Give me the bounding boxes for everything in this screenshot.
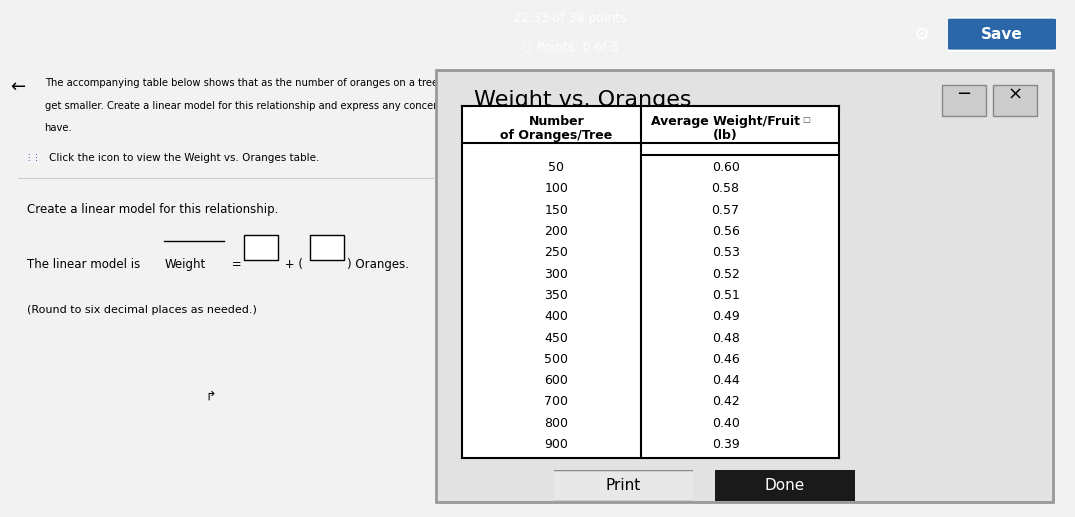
Text: have.: have. — [45, 124, 72, 133]
Text: Done: Done — [764, 478, 805, 494]
FancyBboxPatch shape — [543, 470, 704, 502]
Text: 300: 300 — [544, 268, 569, 281]
Text: ○ Points: 0 of 3: ○ Points: 0 of 3 — [521, 40, 618, 53]
Text: 600: 600 — [544, 374, 569, 387]
Text: Weight vs. Oranges: Weight vs. Oranges — [474, 89, 691, 110]
Text: ) Oranges.: ) Oranges. — [347, 257, 410, 271]
FancyBboxPatch shape — [704, 470, 865, 502]
Text: 0.40: 0.40 — [712, 417, 740, 430]
Text: ↱: ↱ — [205, 390, 216, 403]
Text: 400: 400 — [544, 310, 569, 323]
Text: 0.53: 0.53 — [712, 247, 740, 260]
Text: 200: 200 — [544, 225, 569, 238]
Text: 0.51: 0.51 — [712, 289, 740, 302]
FancyBboxPatch shape — [436, 70, 1052, 502]
Text: 0.44: 0.44 — [712, 374, 740, 387]
Text: 450: 450 — [544, 331, 569, 344]
Text: The linear model is: The linear model is — [27, 257, 144, 271]
Text: 0.46: 0.46 — [712, 353, 740, 366]
Text: (lb): (lb) — [713, 129, 739, 142]
Text: ←: ← — [11, 78, 26, 96]
Text: 800: 800 — [544, 417, 569, 430]
Text: Click the icon to view the Weight vs. Oranges table.: Click the icon to view the Weight vs. Or… — [49, 153, 319, 163]
Text: □: □ — [803, 115, 811, 124]
Text: ⚙: ⚙ — [914, 26, 930, 44]
Text: 0.42: 0.42 — [712, 396, 740, 408]
Text: of Oranges/Tree: of Oranges/Tree — [500, 129, 613, 142]
Text: (Round to six decimal places as needed.): (Round to six decimal places as needed.) — [27, 306, 257, 315]
Text: 22.33 of 38 points: 22.33 of 38 points — [513, 12, 627, 25]
Text: Print: Print — [606, 478, 641, 494]
Text: 700: 700 — [544, 396, 569, 408]
Text: 900: 900 — [544, 438, 569, 451]
Text: 50: 50 — [548, 161, 564, 174]
FancyBboxPatch shape — [992, 85, 1036, 116]
Text: 250: 250 — [544, 247, 569, 260]
Text: 0.56: 0.56 — [712, 225, 740, 238]
Text: 0.39: 0.39 — [712, 438, 740, 451]
Text: 0.57: 0.57 — [712, 204, 740, 217]
FancyBboxPatch shape — [244, 235, 278, 260]
FancyBboxPatch shape — [942, 85, 986, 116]
Text: Save: Save — [981, 26, 1022, 42]
Text: + (: + ( — [281, 257, 303, 271]
Text: Create a linear model for this relationship.: Create a linear model for this relations… — [27, 203, 278, 216]
Text: 350: 350 — [544, 289, 569, 302]
FancyBboxPatch shape — [946, 18, 1058, 51]
FancyBboxPatch shape — [310, 235, 344, 260]
Text: Number: Number — [529, 115, 584, 128]
Text: ×: × — [1007, 85, 1022, 103]
Text: ⋮⋮: ⋮⋮ — [25, 153, 41, 162]
Text: Average Weight/Fruit: Average Weight/Fruit — [651, 115, 800, 128]
Text: The accompanying table below shows that as the number of oranges on a tree incre: The accompanying table below shows that … — [45, 78, 579, 88]
Text: 150: 150 — [544, 204, 569, 217]
Text: 0.48: 0.48 — [712, 331, 740, 344]
Text: 0.52: 0.52 — [712, 268, 740, 281]
Text: 500: 500 — [544, 353, 569, 366]
Text: =: = — [228, 257, 241, 271]
Text: Weight: Weight — [164, 257, 205, 271]
Text: get smaller. Create a linear model for this relationship and express any concern: get smaller. Create a linear model for t… — [45, 101, 494, 111]
Text: 100: 100 — [544, 183, 569, 195]
Text: 0.60: 0.60 — [712, 161, 740, 174]
Text: −: − — [957, 85, 972, 103]
Text: 0.58: 0.58 — [712, 183, 740, 195]
Text: 0.49: 0.49 — [712, 310, 740, 323]
